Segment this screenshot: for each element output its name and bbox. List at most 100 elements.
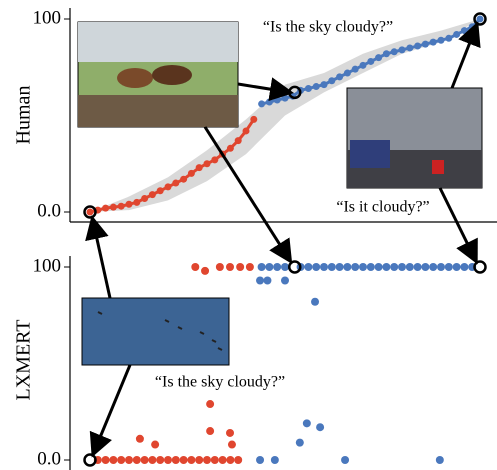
- point: [304, 84, 312, 92]
- point: [203, 160, 211, 168]
- point: [312, 263, 321, 271]
- point: [302, 419, 311, 428]
- point: [236, 263, 245, 271]
- point: [367, 57, 375, 65]
- point: [135, 434, 144, 443]
- point: [382, 50, 390, 58]
- point: [413, 263, 422, 271]
- point: [109, 456, 118, 464]
- annotation: “Is the sky cloudy?”: [263, 19, 393, 36]
- point: [215, 263, 224, 271]
- point: [390, 48, 398, 56]
- point: [398, 46, 406, 54]
- point: [336, 73, 344, 81]
- point: [359, 61, 367, 69]
- image-clouds: [346, 87, 483, 189]
- point: [421, 263, 430, 271]
- series-line: [89, 118, 256, 214]
- point: [148, 456, 157, 464]
- point: [437, 263, 445, 271]
- arrows: [85, 21, 481, 458]
- point: [242, 127, 250, 135]
- image-birds: [81, 297, 230, 366]
- point: [117, 456, 126, 464]
- point: [226, 263, 235, 271]
- highlight-point: [288, 260, 302, 274]
- annotation: “Is it cloudy?”: [336, 199, 429, 216]
- point: [191, 263, 200, 271]
- point: [211, 156, 219, 164]
- point: [125, 456, 133, 464]
- point: [320, 263, 328, 271]
- point: [210, 456, 219, 464]
- point: [390, 263, 399, 271]
- point: [304, 263, 313, 271]
- point: [452, 263, 461, 271]
- point: [273, 263, 282, 271]
- point: [218, 456, 227, 464]
- point: [421, 40, 429, 48]
- confidence-band: [90, 19, 480, 212]
- point: [437, 36, 445, 44]
- point: [265, 98, 273, 106]
- point: [226, 456, 235, 464]
- point: [227, 440, 236, 449]
- point: [445, 34, 453, 42]
- point: [359, 263, 367, 271]
- point: [265, 263, 274, 271]
- point: [281, 263, 289, 271]
- point: [257, 263, 266, 271]
- point: [234, 137, 242, 145]
- point: [382, 263, 391, 271]
- point: [327, 263, 336, 271]
- point: [148, 191, 156, 199]
- point: [180, 175, 188, 183]
- point: [86, 208, 94, 216]
- annotation: “Is the sky cloudy?”: [155, 374, 285, 391]
- point: [179, 456, 188, 464]
- point: [117, 202, 125, 210]
- point: [171, 456, 180, 464]
- point: [133, 198, 141, 206]
- point: [156, 187, 164, 195]
- point: [132, 456, 141, 464]
- point: [102, 204, 110, 212]
- point: [429, 38, 437, 46]
- point: [351, 263, 360, 271]
- point: [476, 15, 484, 23]
- point: [245, 263, 254, 271]
- point: [343, 69, 351, 77]
- point: [351, 65, 359, 73]
- point: [206, 400, 215, 409]
- point: [203, 456, 211, 464]
- point: [435, 456, 444, 464]
- point: [141, 194, 149, 202]
- point: [140, 456, 149, 464]
- point: [444, 263, 453, 271]
- point: [281, 276, 289, 285]
- point: [398, 263, 406, 271]
- point: [460, 263, 469, 271]
- point: [375, 54, 383, 62]
- point: [164, 456, 172, 464]
- point: [295, 438, 304, 447]
- point: [125, 200, 133, 208]
- point: [164, 183, 172, 191]
- point: [335, 263, 344, 271]
- point: [226, 428, 235, 437]
- y-tick-label: 0.0: [37, 448, 61, 469]
- point: [460, 27, 468, 35]
- point: [195, 456, 204, 464]
- point: [429, 263, 438, 271]
- point: [234, 456, 243, 464]
- y-axis-label: Human: [13, 86, 35, 145]
- highlight-point: [473, 260, 487, 274]
- point: [195, 164, 203, 172]
- point: [273, 96, 281, 104]
- point: [453, 30, 461, 38]
- y-tick-label: 0.0: [37, 200, 61, 221]
- point: [366, 263, 375, 271]
- point: [256, 456, 265, 464]
- point: [374, 263, 383, 271]
- point: [156, 456, 165, 464]
